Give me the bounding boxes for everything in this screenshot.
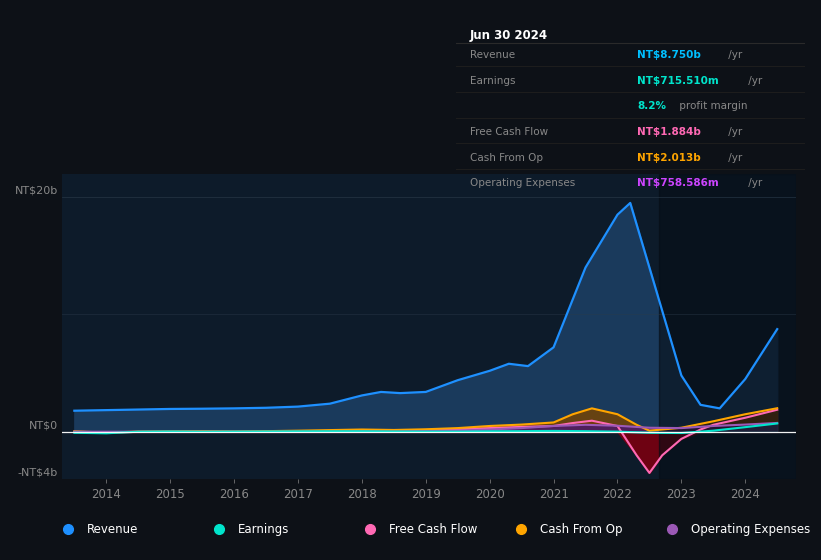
Text: Free Cash Flow: Free Cash Flow <box>470 127 548 137</box>
Text: NT$8.750b: NT$8.750b <box>637 50 701 60</box>
Text: /yr: /yr <box>725 127 742 137</box>
Text: /yr: /yr <box>745 179 762 189</box>
Text: /yr: /yr <box>725 153 742 163</box>
Text: Earnings: Earnings <box>238 522 290 536</box>
Text: NT$1.884b: NT$1.884b <box>637 127 701 137</box>
Text: -NT$4b: -NT$4b <box>17 467 58 477</box>
Bar <box>659 174 796 479</box>
Text: Operating Expenses: Operating Expenses <box>691 522 810 536</box>
Text: Operating Expenses: Operating Expenses <box>470 179 575 189</box>
Text: NT$2.013b: NT$2.013b <box>637 153 701 163</box>
Text: profit margin: profit margin <box>677 101 748 111</box>
Text: NT$0: NT$0 <box>29 421 58 430</box>
Text: Jun 30 2024: Jun 30 2024 <box>470 29 548 42</box>
Text: Earnings: Earnings <box>470 76 515 86</box>
Text: Revenue: Revenue <box>470 50 515 60</box>
Text: Revenue: Revenue <box>87 522 139 536</box>
Text: Cash From Op: Cash From Op <box>470 153 543 163</box>
Text: NT$758.586m: NT$758.586m <box>637 179 719 189</box>
Text: /yr: /yr <box>725 50 742 60</box>
Text: Free Cash Flow: Free Cash Flow <box>389 522 478 536</box>
Text: /yr: /yr <box>745 76 762 86</box>
Text: 8.2%: 8.2% <box>637 101 666 111</box>
Text: Cash From Op: Cash From Op <box>540 522 623 536</box>
Text: NT$715.510m: NT$715.510m <box>637 76 719 86</box>
Text: NT$20b: NT$20b <box>15 185 58 195</box>
